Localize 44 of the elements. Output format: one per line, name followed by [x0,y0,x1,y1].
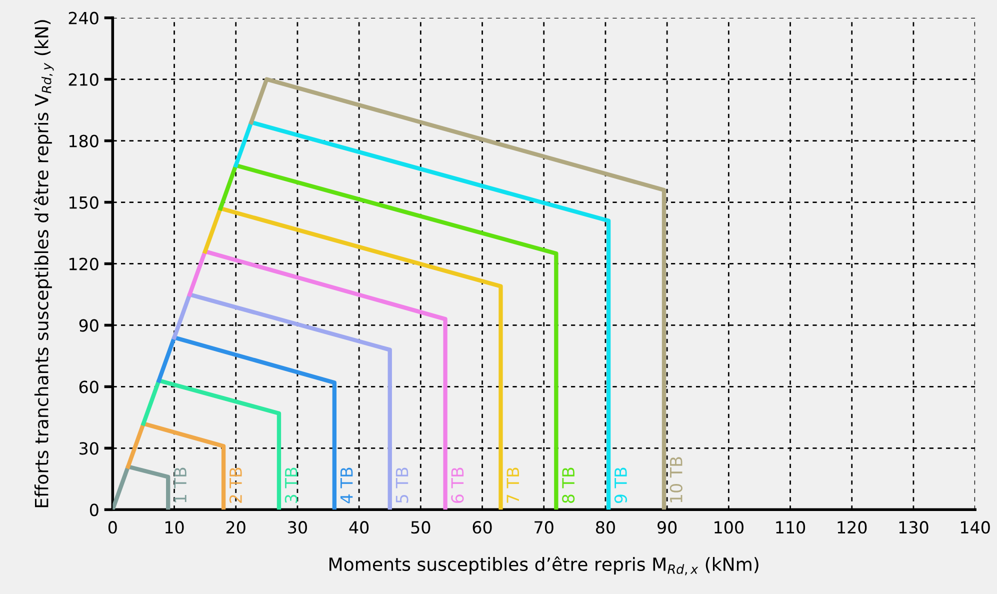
x-tick-label: 20 [226,521,246,534]
x-axis-title: Moments susceptibles d’être repris M$_{Rd,x}$ (kNm) [330,556,758,576]
line-series [188,249,448,510]
line-series [249,77,666,510]
x-tick-label: 50 [411,521,430,534]
text: 2 TB [229,468,242,503]
x-tick-label: 140 [960,521,990,534]
line-series [172,292,392,510]
text: 8 TB [562,468,575,503]
x-tick-label: 0 [108,521,117,534]
x-tick-label: 130 [899,521,928,534]
text: 3 TB [284,468,298,503]
text: 5 TB [396,468,408,503]
x-tick-label: 100 [714,521,744,534]
text: 1 TB [174,468,186,502]
x-tick-label: 120 [838,521,867,534]
text: 9 TB [614,468,627,504]
line-series [141,378,282,510]
y-tick-label: 90 [79,319,98,332]
line-series [218,163,558,510]
y-tick-label: 60 [79,380,98,394]
x-tick-label: 30 [288,521,307,534]
x-tick-label: 60 [472,521,492,534]
y-axis-title: Efforts tranchants susceptibles d’être repris V$_{Rd,y}$ (kN) [34,20,54,508]
text: 4 TB [340,468,353,504]
x-tick-label: 40 [349,521,369,534]
text: 7 TB [506,468,519,503]
x-tick-label: 110 [776,521,806,534]
x-tick-label: 90 [658,521,677,534]
y-tick-label: 210 [68,73,98,86]
line-series [126,421,226,510]
y-tick-label: 120 [69,258,98,270]
x-tick-label: 80 [596,521,615,534]
y-tick-label: 180 [69,134,98,148]
y-tick-label: 150 [69,196,98,209]
line-series [202,206,503,510]
x-tick-label: 70 [534,521,554,534]
y-tick-label: 240 [68,12,98,24]
x-tick-label: 10 [165,521,184,534]
text: 6 TB [451,468,464,503]
y-tick-label: 30 [80,442,98,455]
line-series [156,335,337,510]
y-tick-label: 0 [90,504,98,516]
text: 10 TB [670,457,682,502]
